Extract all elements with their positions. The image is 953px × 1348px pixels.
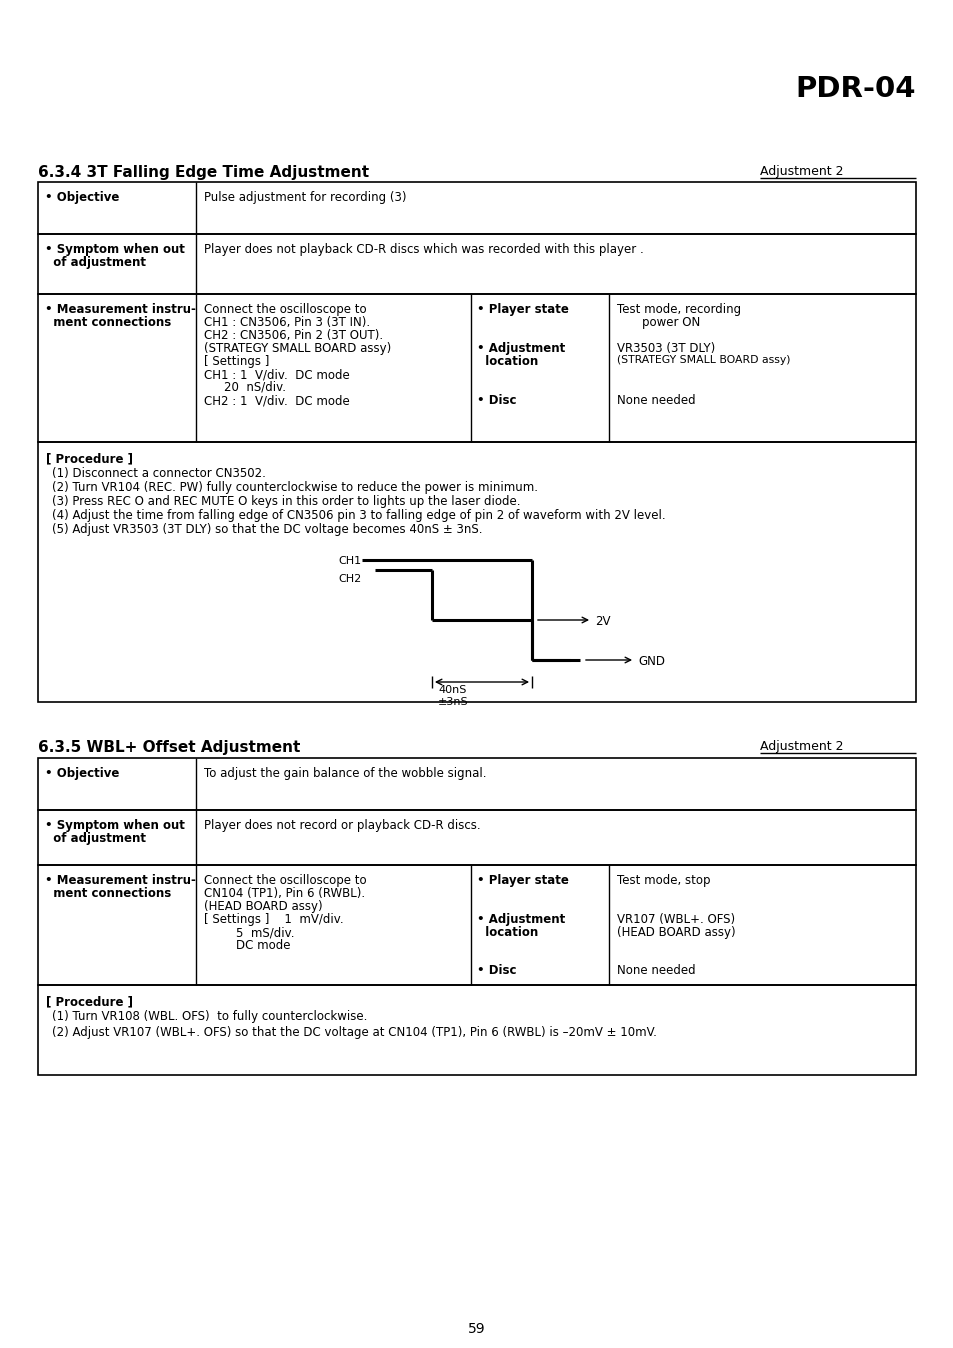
Text: location: location xyxy=(476,926,537,940)
Text: • Disc: • Disc xyxy=(476,964,516,977)
Text: GND: GND xyxy=(638,655,664,669)
Text: CH1: CH1 xyxy=(337,555,361,566)
Text: Pulse adjustment for recording (3): Pulse adjustment for recording (3) xyxy=(204,191,406,204)
Text: (2) Adjust VR107 (WBL+. OFS) so that the DC voltage at CN104 (TP1), Pin 6 (RWBL): (2) Adjust VR107 (WBL+. OFS) so that the… xyxy=(52,1026,657,1039)
Text: 59: 59 xyxy=(468,1322,485,1336)
Text: power ON: power ON xyxy=(641,315,700,329)
Text: • Symptom when out: • Symptom when out xyxy=(45,243,185,256)
Text: 5  mS/div.: 5 mS/div. xyxy=(235,926,294,940)
Text: location: location xyxy=(476,355,537,368)
Text: CH1 : CN3506, Pin 3 (3T IN).: CH1 : CN3506, Pin 3 (3T IN). xyxy=(204,315,370,329)
Text: CH2 : 1  V/div.  DC mode: CH2 : 1 V/div. DC mode xyxy=(204,394,350,407)
Text: (HEAD BOARD assy): (HEAD BOARD assy) xyxy=(617,926,735,940)
Text: (STRATEGY SMALL BOARD assy): (STRATEGY SMALL BOARD assy) xyxy=(617,355,790,365)
Bar xyxy=(38,758,915,810)
Text: Player does not playback CD-R discs which was recorded with this player .: Player does not playback CD-R discs whic… xyxy=(204,243,643,256)
Text: Player does not record or playback CD-R discs.: Player does not record or playback CD-R … xyxy=(204,820,480,832)
Text: Adjustment 2: Adjustment 2 xyxy=(760,164,842,178)
Text: of adjustment: of adjustment xyxy=(45,832,146,845)
Text: • Measurement instru-: • Measurement instru- xyxy=(45,303,195,315)
Text: (1) Turn VR108 (WBL. OFS)  to fully counterclockwise.: (1) Turn VR108 (WBL. OFS) to fully count… xyxy=(52,1010,367,1023)
Text: Connect the oscilloscope to: Connect the oscilloscope to xyxy=(204,874,366,887)
Text: • Adjustment: • Adjustment xyxy=(476,342,565,355)
Text: (5) Adjust VR3503 (3T DLY) so that the DC voltage becomes 40nS ± 3nS.: (5) Adjust VR3503 (3T DLY) so that the D… xyxy=(52,523,482,537)
Text: of adjustment: of adjustment xyxy=(45,256,146,270)
Text: 20  nS/div.: 20 nS/div. xyxy=(224,381,286,394)
Text: None needed: None needed xyxy=(617,964,695,977)
Text: CH1 : 1  V/div.  DC mode: CH1 : 1 V/div. DC mode xyxy=(204,368,350,381)
Text: None needed: None needed xyxy=(617,394,695,407)
Text: [ Settings ]    1  mV/div.: [ Settings ] 1 mV/div. xyxy=(204,913,343,926)
Text: ment connections: ment connections xyxy=(45,887,172,900)
Text: (STRATEGY SMALL BOARD assy): (STRATEGY SMALL BOARD assy) xyxy=(204,342,391,355)
Bar xyxy=(38,442,915,702)
Text: 6.3.4 3T Falling Edge Time Adjustment: 6.3.4 3T Falling Edge Time Adjustment xyxy=(38,164,369,181)
Bar xyxy=(38,865,915,985)
Text: • Player state: • Player state xyxy=(476,874,568,887)
Bar xyxy=(38,182,915,235)
Text: PDR-04: PDR-04 xyxy=(794,75,915,102)
Text: CH2 : CN3506, Pin 2 (3T OUT).: CH2 : CN3506, Pin 2 (3T OUT). xyxy=(204,329,383,342)
Text: [ Settings ]: [ Settings ] xyxy=(204,355,269,368)
Text: 6.3.5 WBL+ Offset Adjustment: 6.3.5 WBL+ Offset Adjustment xyxy=(38,740,300,755)
Text: • Objective: • Objective xyxy=(45,191,119,204)
Text: ±3nS: ±3nS xyxy=(437,697,468,706)
Text: 40nS: 40nS xyxy=(437,685,466,696)
Text: • Measurement instru-: • Measurement instru- xyxy=(45,874,195,887)
Text: CN104 (TP1), Pin 6 (RWBL).: CN104 (TP1), Pin 6 (RWBL). xyxy=(204,887,365,900)
Text: (1) Disconnect a connector CN3502.: (1) Disconnect a connector CN3502. xyxy=(52,466,266,480)
Text: (2) Turn VR104 (REC. PW) fully counterclockwise to reduce the power is minimum.: (2) Turn VR104 (REC. PW) fully countercl… xyxy=(52,481,537,493)
Text: [ Procedure ]: [ Procedure ] xyxy=(46,995,132,1008)
Text: (4) Adjust the time from falling edge of CN3506 pin 3 to falling edge of pin 2 o: (4) Adjust the time from falling edge of… xyxy=(52,510,665,522)
Text: [ Procedure ]: [ Procedure ] xyxy=(46,452,132,465)
Bar xyxy=(38,985,915,1074)
Text: CH2: CH2 xyxy=(337,574,361,584)
Text: Test mode, recording: Test mode, recording xyxy=(617,303,740,315)
Text: Test mode, stop: Test mode, stop xyxy=(617,874,710,887)
Bar xyxy=(38,810,915,865)
Text: DC mode: DC mode xyxy=(235,940,291,952)
Text: (3) Press REC O and REC MUTE O keys in this order to lights up the laser diode.: (3) Press REC O and REC MUTE O keys in t… xyxy=(52,495,520,508)
Text: Connect the oscilloscope to: Connect the oscilloscope to xyxy=(204,303,366,315)
Text: VR107 (WBL+. OFS): VR107 (WBL+. OFS) xyxy=(617,913,735,926)
Text: Adjustment 2: Adjustment 2 xyxy=(760,740,842,754)
Text: • Player state: • Player state xyxy=(476,303,568,315)
Bar xyxy=(38,294,915,442)
Text: • Disc: • Disc xyxy=(476,394,516,407)
Text: To adjust the gain balance of the wobble signal.: To adjust the gain balance of the wobble… xyxy=(204,767,486,780)
Text: ment connections: ment connections xyxy=(45,315,172,329)
Text: 2V: 2V xyxy=(595,615,610,628)
Text: VR3503 (3T DLY): VR3503 (3T DLY) xyxy=(617,342,715,355)
Text: (HEAD BOARD assy): (HEAD BOARD assy) xyxy=(204,900,322,913)
Text: • Symptom when out: • Symptom when out xyxy=(45,820,185,832)
Text: • Adjustment: • Adjustment xyxy=(476,913,565,926)
Bar xyxy=(38,235,915,294)
Text: • Objective: • Objective xyxy=(45,767,119,780)
